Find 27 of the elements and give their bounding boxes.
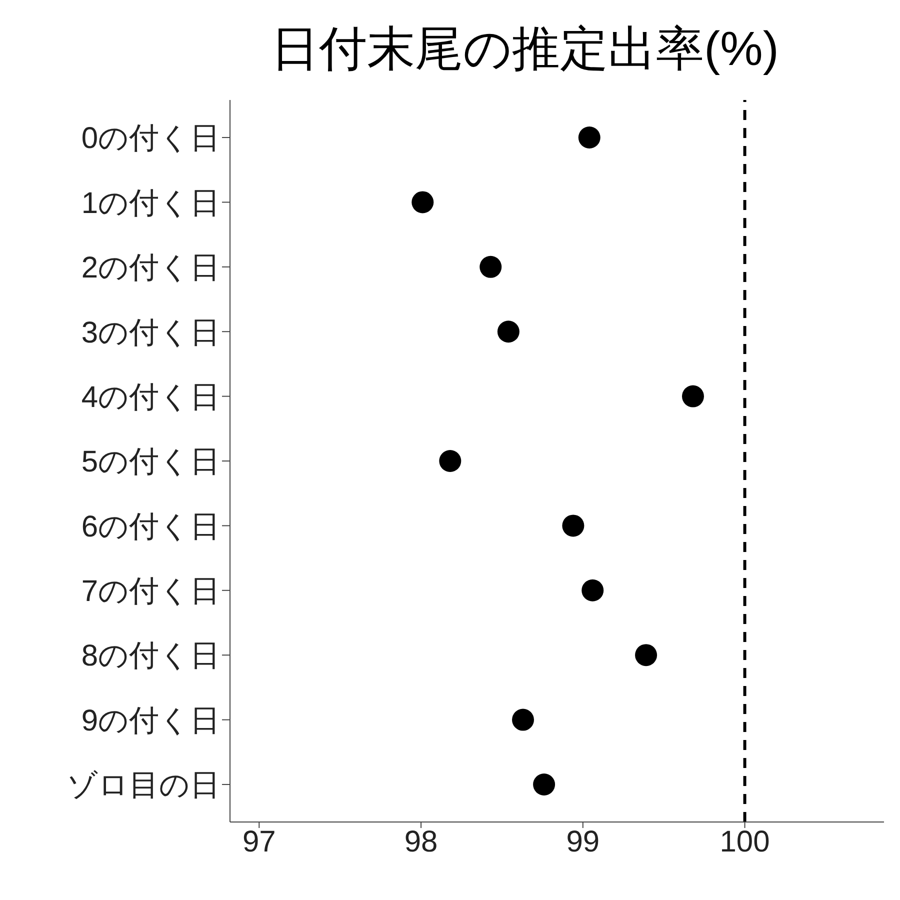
x-tick-label: 98 <box>404 825 438 858</box>
y-tick-label: 6の付く日 <box>81 510 220 544</box>
point <box>578 126 600 149</box>
y-tick-label: 4の付く日 <box>81 380 220 414</box>
x-tick-label: 99 <box>566 825 600 858</box>
point <box>439 450 462 472</box>
y-tick-label: 2の付く日 <box>81 252 220 285</box>
y-tick-label: 1の付く日 <box>81 186 220 220</box>
x-tick-label: 100 <box>720 825 770 858</box>
y-tick-label: ゾロ目の日 <box>67 769 220 802</box>
y-tick-label: 3の付く日 <box>81 316 220 350</box>
point <box>512 708 534 731</box>
point <box>635 644 658 666</box>
y-tick-label: 5の付く日 <box>81 446 220 479</box>
point <box>412 191 434 214</box>
point <box>497 320 520 343</box>
y-tick-label: 0の付く日 <box>81 122 220 156</box>
point <box>533 773 556 796</box>
y-tick-label: 7の付く日 <box>81 575 220 608</box>
y-tick-label: 8の付く日 <box>81 640 220 673</box>
point <box>682 385 704 408</box>
point <box>582 579 604 602</box>
chart-title: 日付末尾の推定出率(%) <box>270 22 780 78</box>
y-tick-label: 9の付く日 <box>81 704 220 738</box>
point <box>562 514 584 537</box>
point <box>480 256 502 278</box>
x-tick-label: 97 <box>242 825 276 858</box>
